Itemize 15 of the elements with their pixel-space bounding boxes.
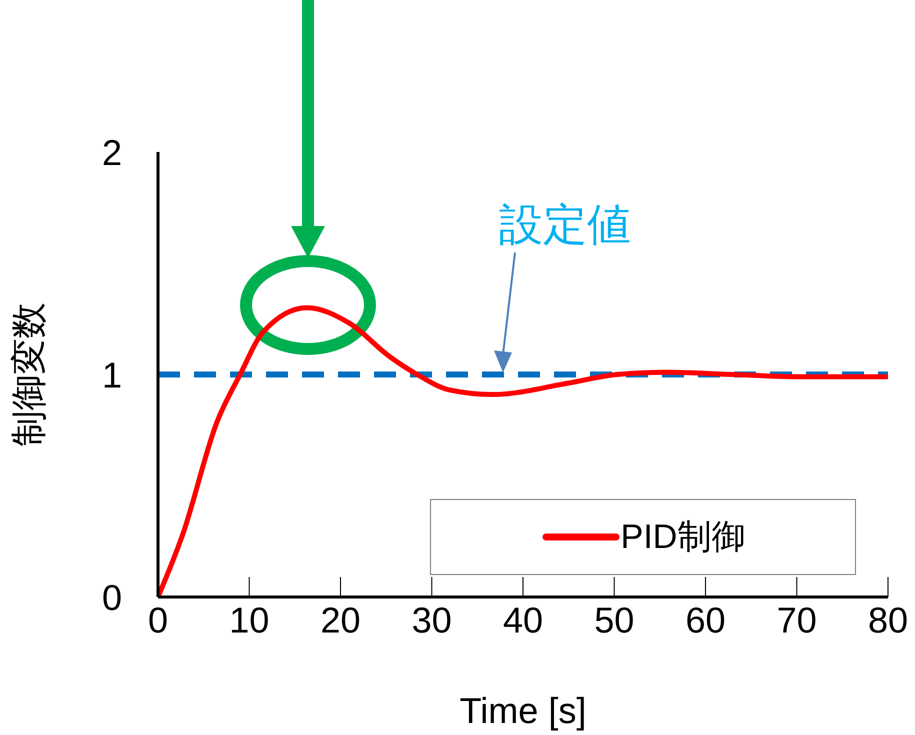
x-tick-label: 60 [685, 600, 726, 641]
x-axis-title: Time [s] [460, 690, 586, 731]
x-tick-label: 50 [594, 600, 634, 641]
x-tick-label: 20 [320, 600, 361, 641]
ref-line-label: 設定値 [499, 200, 631, 250]
y-tick-label: 1 [102, 354, 122, 396]
y-tick-label: 2 [102, 132, 122, 173]
x-tick-label: 0 [148, 600, 168, 641]
x-tick-label: 80 [868, 600, 908, 641]
x-tick-label: 70 [776, 600, 817, 641]
x-tick-label: 10 [229, 600, 270, 641]
y-axis-title: 制御変数 [8, 302, 49, 446]
x-tick-label: 30 [412, 600, 452, 641]
x-tick-label: 40 [502, 600, 544, 641]
legend-label: PID制御 [620, 517, 746, 558]
